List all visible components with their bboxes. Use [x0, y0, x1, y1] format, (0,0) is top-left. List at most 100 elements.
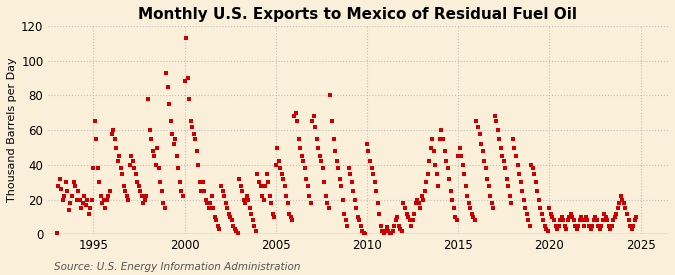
Point [59, 194, 70, 198]
Point [413, 201, 424, 205]
Point [603, 224, 614, 228]
Point [515, 180, 526, 185]
Point [136, 194, 147, 198]
Point [503, 183, 514, 188]
Point [356, 224, 367, 228]
Point [396, 229, 407, 233]
Point [358, 230, 369, 235]
Point [470, 218, 481, 223]
Point [301, 177, 312, 181]
Point [497, 154, 508, 158]
Point [456, 154, 466, 158]
Point [311, 137, 322, 141]
Point [103, 194, 114, 198]
Point [486, 201, 497, 205]
Point [555, 218, 566, 223]
Point [200, 197, 211, 202]
Point [561, 227, 572, 231]
Point [532, 189, 543, 193]
Point [296, 154, 307, 158]
Point [117, 171, 128, 176]
Point [354, 218, 364, 223]
Point [220, 201, 231, 205]
Point [401, 211, 412, 216]
Point [335, 183, 346, 188]
Point [591, 218, 602, 223]
Point [562, 218, 573, 223]
Point [369, 180, 380, 185]
Point [521, 211, 532, 216]
Point [80, 203, 91, 207]
Point [170, 137, 181, 141]
Point [56, 187, 67, 191]
Point [459, 171, 470, 176]
Point [140, 197, 151, 202]
Point [616, 194, 626, 198]
Point [338, 197, 348, 202]
Point [169, 142, 180, 146]
Point [588, 218, 599, 223]
Point [244, 206, 255, 211]
Point [427, 137, 438, 141]
Point [614, 201, 625, 205]
Point [436, 128, 447, 132]
Point [539, 224, 550, 228]
Point [191, 149, 202, 153]
Point [425, 145, 436, 150]
Point [618, 201, 629, 205]
Point [232, 230, 243, 235]
Point [612, 206, 623, 211]
Point [491, 119, 502, 124]
Point [225, 215, 236, 219]
Point [230, 227, 240, 231]
Point [258, 197, 269, 202]
Point [260, 183, 271, 188]
Point [207, 194, 217, 198]
Point [439, 149, 450, 153]
Point [113, 154, 124, 158]
Point [322, 201, 333, 205]
Point [271, 163, 281, 167]
Point [480, 166, 491, 170]
Point [623, 218, 634, 223]
Point [502, 177, 512, 181]
Point [209, 215, 220, 219]
Point [129, 166, 140, 170]
Point [549, 218, 560, 223]
Point [307, 119, 318, 124]
Point [488, 206, 499, 211]
Point [465, 206, 476, 211]
Point [545, 211, 556, 216]
Point [454, 145, 465, 150]
Point [159, 206, 170, 211]
Title: Monthly U.S. Exports to Mexico of Residual Fuel Oil: Monthly U.S. Exports to Mexico of Residu… [138, 7, 577, 22]
Point [441, 159, 452, 164]
Point [194, 180, 205, 185]
Point [214, 227, 225, 231]
Point [597, 218, 608, 223]
Point [550, 224, 561, 228]
Point [476, 142, 487, 146]
Point [213, 224, 223, 228]
Point [163, 84, 173, 89]
Point [453, 154, 464, 158]
Point [371, 189, 381, 193]
Point [386, 230, 397, 235]
Point [504, 194, 515, 198]
Point [421, 180, 432, 185]
Point [626, 227, 637, 231]
Point [620, 206, 631, 211]
Point [327, 119, 338, 124]
Point [77, 201, 88, 205]
Point [317, 166, 328, 170]
Point [390, 218, 401, 223]
Point [342, 224, 352, 228]
Point [275, 166, 286, 170]
Point [199, 189, 210, 193]
Point [556, 215, 567, 219]
Point [537, 211, 547, 216]
Point [63, 208, 74, 212]
Point [389, 224, 400, 228]
Point [458, 163, 468, 167]
Point [76, 206, 86, 211]
